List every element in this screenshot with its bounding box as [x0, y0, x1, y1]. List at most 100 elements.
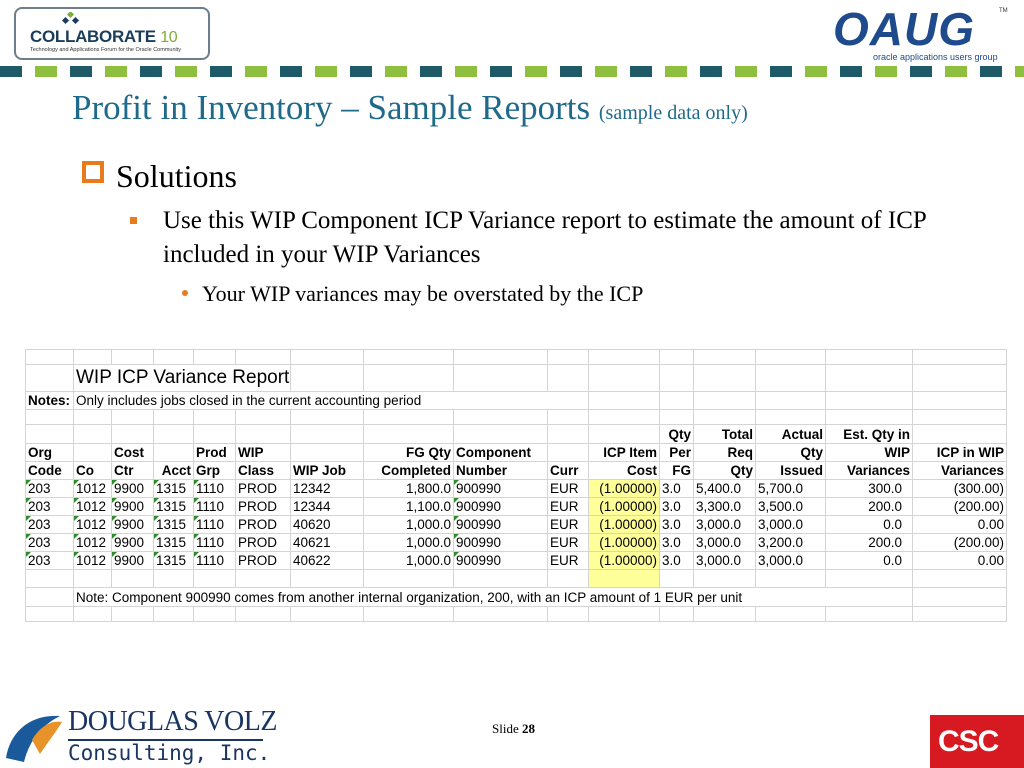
square-bullet-icon: [130, 217, 137, 224]
cell-fg-qty: 1,000.0: [363, 515, 454, 534]
cell-acct: 1315: [153, 515, 194, 534]
col-header-fg-qty: Completed: [363, 461, 454, 480]
col-header-component: Number: [453, 461, 548, 480]
bullet-level-1-text: Solutions: [116, 158, 237, 194]
cell-org: 203: [25, 497, 74, 516]
wip-icp-variance-report: WIP ICP Variance Report Notes: Only incl…: [25, 349, 1007, 622]
cell-component: 900990: [453, 497, 548, 516]
col-header-total-req: Req: [693, 443, 756, 462]
cell-wip-class: PROD: [235, 479, 291, 498]
douglas-volz-subtitle: Consulting, Inc.: [68, 741, 271, 765]
cell-total-req: 3,000.0: [693, 551, 756, 570]
col-header-est-qty: Est. Qty in: [825, 424, 913, 444]
oaug-wordmark: OAUG: [833, 3, 975, 55]
col-header-actual-qty: Issued: [755, 461, 826, 480]
col-header-wip-class: WIP: [235, 443, 291, 462]
cell-co: 1012: [73, 515, 112, 534]
cell-actual-qty: 3,500.0: [755, 497, 826, 516]
slide-word: Slide: [492, 721, 519, 736]
cell-actual-qty: 3,000.0: [755, 551, 826, 570]
col-header-prod-grp: Prod: [193, 443, 236, 462]
slide-title-text: Profit in Inventory – Sample Reports: [72, 88, 591, 127]
report-title-row: WIP ICP Variance Report: [25, 364, 1007, 392]
slide-title: Profit in Inventory – Sample Reports (sa…: [72, 88, 748, 128]
cell-org: 203: [25, 515, 74, 534]
bullet-level-1: Solutions: [82, 158, 237, 195]
cell-org: 203: [25, 479, 74, 498]
cell-cost-ctr: 9900: [111, 551, 154, 570]
report-title: WIP ICP Variance Report: [73, 364, 291, 392]
hollow-square-bullet-icon: [82, 161, 104, 183]
diamond-dots-icon: [62, 12, 80, 25]
cell-curr: EUR: [547, 533, 589, 552]
col-header-fg-qty: FG Qty: [363, 443, 454, 462]
cell-qty-per: 3.0: [659, 533, 694, 552]
cell-prod-grp: 1110: [193, 551, 236, 570]
cell-icp-wip: (300.00): [912, 479, 1007, 498]
col-header-qty-per: Qty: [659, 424, 694, 444]
cell-wip-job: 12342: [290, 479, 364, 498]
bullet-level-3-text: Your WIP variances may be overstated by …: [202, 281, 644, 306]
cell-co: 1012: [73, 533, 112, 552]
cell-fg-qty: 1,100.0: [363, 497, 454, 516]
col-header-wip-job: WIP Job: [290, 461, 364, 480]
cell-icp-cost: (1.00000): [588, 551, 660, 570]
csc-wordmark: CSC: [938, 725, 999, 758]
table-row: 203 1012 9900 1315 1110 PROD 40620 1,000…: [25, 515, 1007, 534]
cell-icp-wip: (200.00): [912, 497, 1007, 516]
cell-acct: 1315: [153, 533, 194, 552]
cell-actual-qty: 5,700.0: [755, 479, 826, 498]
cell-actual-qty: 3,000.0: [755, 515, 826, 534]
cell-wip-class: PROD: [235, 515, 291, 534]
cell-fg-qty: 1,000.0: [363, 533, 454, 552]
col-header-org: Code: [25, 461, 74, 480]
cell-total-req: 3,000.0: [693, 515, 756, 534]
col-header-cost-ctr: Cost: [111, 443, 154, 462]
bullet-level-2: Use this WIP Component ICP Variance repo…: [130, 204, 950, 272]
cell-component: 900990: [453, 479, 548, 498]
cell-acct: 1315: [153, 479, 194, 498]
notes-text: Only includes jobs closed in the current…: [73, 391, 589, 410]
header-row-1: Qty Total Actual Est. Qty in: [25, 424, 1007, 444]
col-header-actual-qty: Actual: [755, 424, 826, 444]
cell-icp-cost: (1.00000): [588, 479, 660, 498]
cell-prod-grp: 1110: [193, 533, 236, 552]
cell-total-req: 3,000.0: [693, 533, 756, 552]
collaborate-logo: COLLABORATE 10 Technology and Applicatio…: [14, 7, 210, 60]
douglas-volz-wordmark: DOUGLAS VOLZ: [68, 706, 277, 737]
cell-wip-class: PROD: [235, 551, 291, 570]
cell-component: 900990: [453, 533, 548, 552]
dot-bullet-icon: [182, 290, 188, 296]
cell-wip-class: PROD: [235, 533, 291, 552]
cell-curr: EUR: [547, 515, 589, 534]
blank-row: [25, 349, 1007, 365]
col-header-component: Component: [453, 443, 548, 462]
report-table: WIP ICP Variance Report Notes: Only incl…: [25, 349, 1007, 622]
cell-curr: EUR: [547, 497, 589, 516]
swoosh-icon: [6, 715, 62, 762]
cell-qty-per: 3.0: [659, 497, 694, 516]
cell-prod-grp: 1110: [193, 497, 236, 516]
csc-logo: CSC: [930, 715, 1024, 768]
cell-fg-qty: 1,800.0: [363, 479, 454, 498]
table-row: 203 1012 9900 1315 1110 PROD 12344 1,100…: [25, 497, 1007, 516]
col-header-icp-cost: Cost: [588, 461, 660, 480]
cell-icp-wip: 0.00: [912, 515, 1007, 534]
header-row-3: Code Co Ctr Acct Grp Class WIP Job Compl…: [25, 461, 1007, 480]
col-header-icp-wip: Variances: [912, 461, 1007, 480]
col-header-total-req: Qty: [693, 461, 756, 480]
col-header-actual-qty: Qty: [755, 443, 826, 462]
cell-co: 1012: [73, 479, 112, 498]
report-notes-row: Notes: Only includes jobs closed in the …: [25, 391, 1007, 410]
cell-est-qty: 200.0: [825, 497, 913, 516]
cell-est-qty: 0.0: [825, 515, 913, 534]
cell-fg-qty: 1,000.0: [363, 551, 454, 570]
col-header-cost-ctr: Ctr: [111, 461, 154, 480]
cell-co: 1012: [73, 497, 112, 516]
cell-total-req: 5,400.0: [693, 479, 756, 498]
col-header-org: Org: [25, 443, 74, 462]
slide-number-value: 28: [521, 721, 535, 736]
cell-actual-qty: 3,200.0: [755, 533, 826, 552]
col-header-icp-wip: ICP in WIP: [912, 443, 1007, 462]
report-footnote: Note: Component 900990 comes from anothe…: [73, 587, 913, 607]
